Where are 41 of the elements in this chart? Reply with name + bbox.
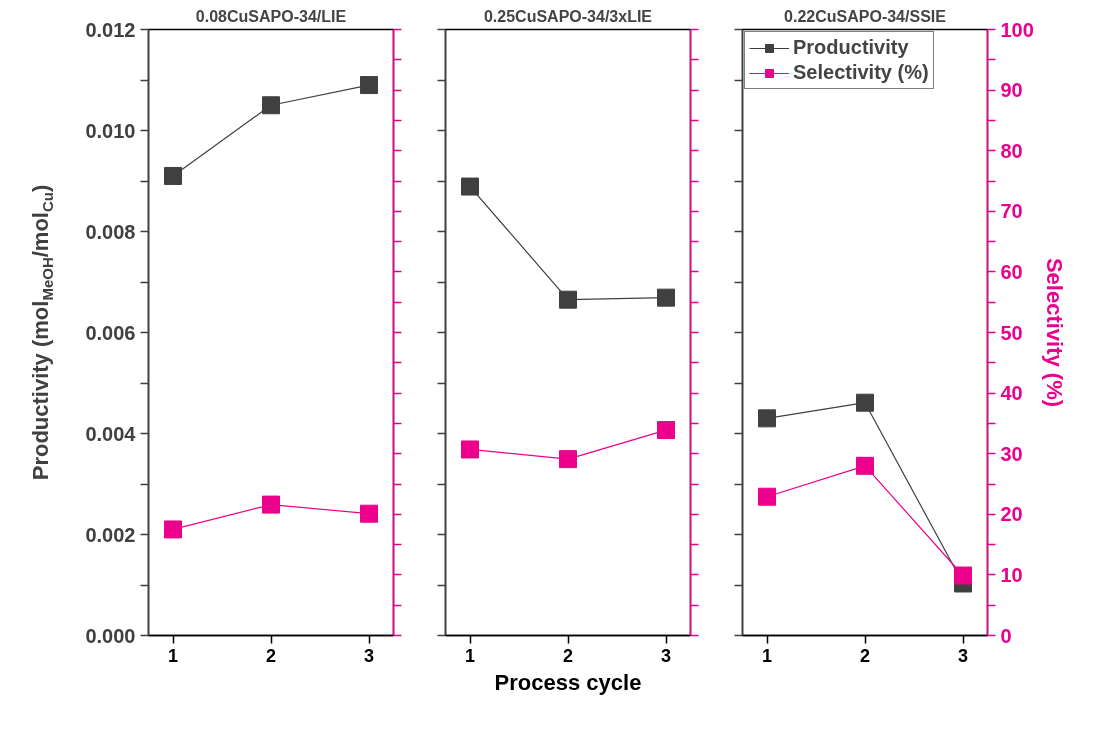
y-axis-title: Productivity (molMeOH/molCu) [28, 184, 56, 481]
chart-title: 0.25CuSAPO-34/3xLIE [483, 7, 653, 25]
x-tick-label: 1 [761, 645, 773, 666]
y2-tick-label: 50 [1000, 321, 1023, 344]
point [758, 487, 776, 506]
y2-tick-label: 100 [1000, 18, 1034, 41]
x-tick-label: 3 [660, 645, 672, 666]
x-tick-label: 3 [363, 645, 375, 666]
y-tick-label: 0.004 [85, 422, 137, 445]
x-tick-label: 3 [957, 645, 969, 666]
x-tick-label: 2 [859, 645, 871, 666]
x-tick-label: 2 [265, 645, 277, 666]
chart-title: 0.22CuSAPO-34/SSIE [784, 7, 947, 25]
legend-label: Productivity [793, 36, 909, 59]
y2-tick-label: 70 [1000, 200, 1023, 223]
y-tick-label: 0.008 [85, 220, 136, 243]
point [360, 76, 378, 95]
y-tick-label: 0.010 [85, 119, 136, 142]
y-tick-label: 0.002 [85, 523, 136, 546]
legend-label: Selectivity (%) [793, 61, 929, 84]
x-axis-title: Process cycle [494, 669, 642, 695]
point [164, 166, 182, 185]
y2-tick-label: 90 [1000, 79, 1023, 102]
point [856, 456, 874, 475]
y-tick-label: 0.006 [85, 321, 136, 344]
point [262, 96, 280, 115]
y-tick-label: 0.000 [85, 624, 136, 647]
chart-title: 0.08CuSAPO-34/LIE [195, 7, 347, 25]
y2-axis-title: Selectivity (%) [1041, 257, 1067, 408]
point [954, 566, 972, 585]
x-tick-label: 1 [464, 645, 476, 666]
y2-tick-label: 80 [1000, 139, 1023, 162]
y2-tick-label: 20 [1000, 503, 1023, 526]
y2-tick-label: 40 [1000, 382, 1023, 405]
x-tick-label: 2 [562, 645, 574, 666]
x-tick-label: 1 [167, 645, 179, 666]
y2-tick-label: 0 [1000, 624, 1012, 647]
y2-tick-label: 60 [1000, 260, 1023, 283]
y-tick-label: 0.012 [85, 18, 136, 41]
y2-tick-label: 30 [1000, 442, 1023, 465]
y2-tick-label: 10 [1000, 563, 1023, 586]
